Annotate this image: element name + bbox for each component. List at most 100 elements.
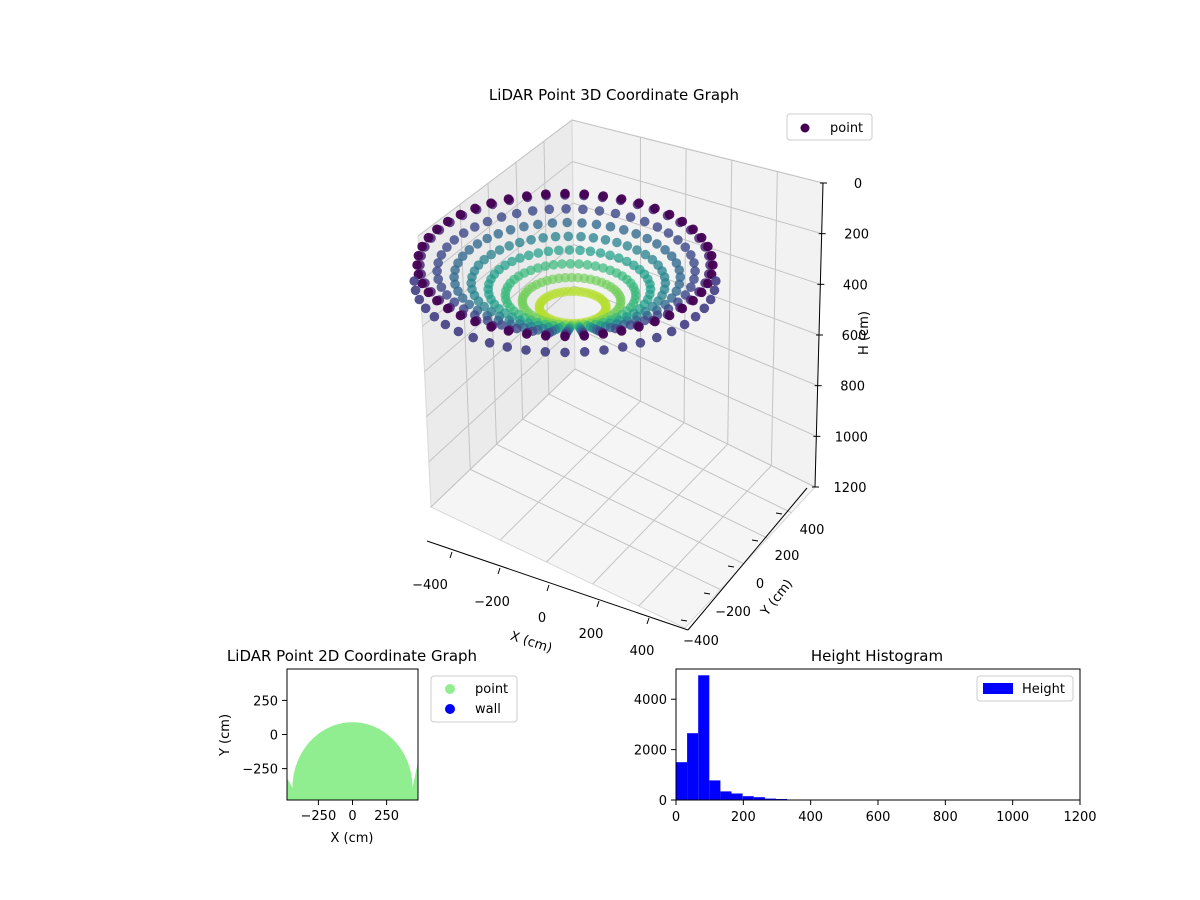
h-tick-label-3d: 1200 [833,481,866,496]
cloud-point [705,294,716,305]
y-ticks-2d: 250 0 −250 [242,694,287,778]
legend-hist-swatch [983,683,1013,694]
x-axis-label-3d: X (cm) [508,629,554,657]
cloud-point [671,286,682,297]
grid-line-v [683,148,687,423]
x-tick-mark-3d [546,584,550,592]
cloud-point [696,287,707,298]
x-ticks-hist: 0 200 400 600 800 1000 1200 [672,800,1097,825]
cloud-point [457,293,468,303]
histogram-title: Height Histogram [811,647,943,665]
grid-line-floor [522,418,768,539]
cloud-point [482,216,493,227]
cloud-point [442,216,453,227]
x-tick-mark-3d [497,567,501,575]
y-tick-mark-3d [680,619,688,622]
cloud-point [598,329,609,339]
cloud-point [464,245,475,255]
cloud-point [579,347,590,357]
cloud-point [540,261,551,271]
cloud-point [527,206,538,216]
histogram-bar [709,780,721,800]
cloud-point [588,233,599,243]
cloud-point [650,203,660,214]
cloud-point [605,250,615,261]
cloud-point [579,331,590,341]
h-axis-label-3d: H (cm) [857,311,872,355]
histogram-bar [764,798,776,800]
cloud-point [505,225,516,235]
y-tick-label-hist: 4000 [634,693,667,708]
cloud-point [709,285,720,296]
h-tick-label-3d: 800 [840,380,865,395]
cloud-point [507,256,517,267]
cloud-point [436,282,447,293]
cloud-point [511,208,522,219]
y-tick-label-2d: 250 [253,694,278,709]
cloud-point [675,272,686,282]
x-tick-label-hist: 600 [866,810,891,825]
cloud-point [639,315,650,326]
grid-line-floor [496,443,745,565]
cloud-point [412,260,422,270]
cloud-point [468,332,479,343]
x-tick-label-3d: −200 [474,595,510,610]
cloud-point [442,303,453,314]
cloud-point [540,331,551,341]
x-tick-mark-3d [449,551,453,559]
cloud-point [631,229,641,239]
y-tick-label-2d: 0 [270,729,278,744]
cloud-point [576,231,586,242]
cloud-point [595,248,606,258]
cloud-point [664,209,675,220]
cloud-point [690,266,700,276]
histogram-bar [698,675,710,800]
cloud-point [591,219,602,230]
x-ticks-3d: −400 −200 0 200 400 [412,551,654,659]
cloud-point [563,231,574,242]
legend-hist-label: Height [1022,682,1065,697]
cloud-point [521,191,532,201]
cloud-point [703,241,713,252]
cloud-point [423,232,434,243]
cloud-point [635,338,646,348]
cloud-point [432,224,442,235]
cloud-point [688,295,698,306]
cloud-point [547,218,558,228]
chart-3d-title: LiDAR Point 3D Coordinate Graph [489,86,739,104]
legend-2d-marker-point [445,684,455,694]
cloud-point [677,216,688,227]
legend-2d: point wall [430,675,518,723]
x-tick-label-hist: 0 [672,810,680,825]
x-tick-label-3d: 0 [538,611,546,626]
cloud-point [433,274,444,285]
legend-2d-label-wall: wall [475,702,501,717]
cloud-point [625,212,636,222]
cloud-point [486,322,496,332]
cloud-point [639,216,650,227]
cloud-point [598,191,609,201]
grid-line-v [770,171,778,466]
x-tick-label-3d: −400 [412,578,448,593]
grid-line-h [419,160,822,282]
cloud-point [582,260,593,270]
cloud-point [610,208,621,219]
cloud-point [560,331,570,342]
h-tick-label-3d: 1000 [835,430,868,445]
h-tick-label-3d: 0 [854,177,862,192]
cloud-point [548,260,559,270]
cloud-point [565,259,576,269]
cloud-point [486,249,497,260]
cloud-point [502,342,513,352]
cloud-point [614,253,624,263]
chart-2d-title: LiDAR Point 2D Coordinate Graph [227,647,477,665]
cloud-point [533,248,544,258]
cloud-point [619,225,629,235]
cloud-point [689,274,699,285]
x-axis-label-2d: X (cm) [331,831,374,846]
cloud-point [496,320,507,330]
y-tick-label-3d: 400 [800,523,825,538]
cloud-point [562,217,572,228]
cloud-point [540,189,551,199]
